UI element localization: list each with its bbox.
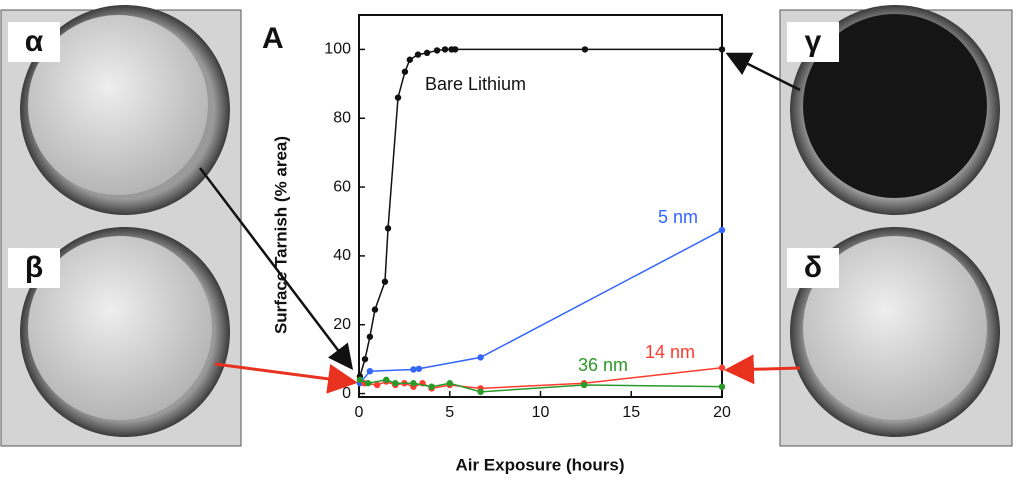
data-point: [410, 366, 417, 373]
data-point: [441, 46, 449, 53]
series-label: 36 nm: [578, 355, 628, 375]
data-point: [718, 383, 726, 390]
data-point: [371, 306, 379, 313]
data-point: [384, 225, 392, 232]
data-point: [361, 355, 369, 363]
y-tick-label: 0: [342, 385, 351, 402]
series-line: [359, 379, 723, 393]
label-box: [787, 22, 839, 62]
x-tick-label: 0: [355, 404, 364, 421]
arrow: [724, 354, 801, 385]
photo-label: γ: [805, 25, 822, 58]
photo-label: α: [25, 25, 44, 58]
disk: [20, 227, 230, 437]
y-tick-label: 80: [333, 109, 351, 126]
arrow: [214, 362, 358, 394]
data-point: [446, 380, 453, 387]
data-point: [580, 381, 588, 389]
data-point: [394, 94, 402, 101]
data-point: [381, 278, 389, 285]
series-label: 5 nm: [658, 207, 698, 227]
x-tick-label: 15: [622, 404, 640, 421]
data-point: [581, 46, 589, 53]
x-tick-label: 10: [532, 404, 550, 421]
data-point: [392, 380, 399, 387]
label-box: [787, 248, 839, 288]
data-point: [366, 367, 374, 375]
disk: [20, 5, 230, 215]
panel-label: A: [262, 22, 284, 55]
data-point: [373, 381, 381, 389]
data-point: [364, 380, 372, 387]
data-point: [433, 47, 441, 54]
label-box: [8, 248, 60, 288]
label-box: [8, 22, 60, 62]
data-point: [366, 333, 374, 340]
disk: [790, 227, 1000, 437]
x-axis-label: Air Exposure (hours): [455, 455, 624, 474]
photo-label: δ: [804, 251, 822, 284]
arrow: [199, 167, 354, 370]
data-point: [477, 388, 484, 396]
disk: [790, 5, 1000, 215]
data-point: [406, 56, 414, 63]
series-label: 14 nm: [645, 342, 695, 362]
data-point: [477, 354, 484, 361]
arrow: [725, 52, 801, 92]
data-point: [383, 376, 390, 383]
data-point: [423, 49, 431, 57]
y-axis-label: Surface Tarnish (% area): [271, 136, 290, 334]
data-point: [356, 376, 364, 383]
data-point: [410, 380, 417, 387]
plot: 0 20 40 60 80 100 0 5 10 15 20 Bare Lithium 5 nm 14 n…: [324, 14, 731, 421]
y-tick-label: 60: [333, 178, 351, 195]
data-point: [718, 364, 726, 371]
y-tick-label: 20: [333, 316, 351, 333]
photo-label: β: [25, 251, 43, 284]
data-point: [414, 51, 422, 58]
series-label: Bare Lithium: [425, 74, 526, 94]
y-tick-label: 100: [324, 41, 351, 58]
data-point: [428, 383, 435, 390]
data-point: [718, 46, 726, 53]
data-point: [415, 365, 423, 372]
x-tick-label: 20: [713, 404, 731, 421]
x-tick-label: 5: [445, 404, 454, 421]
data-point: [451, 46, 459, 53]
data-point: [401, 68, 409, 75]
data-point: [718, 226, 726, 234]
y-tick-label: 40: [333, 247, 351, 264]
